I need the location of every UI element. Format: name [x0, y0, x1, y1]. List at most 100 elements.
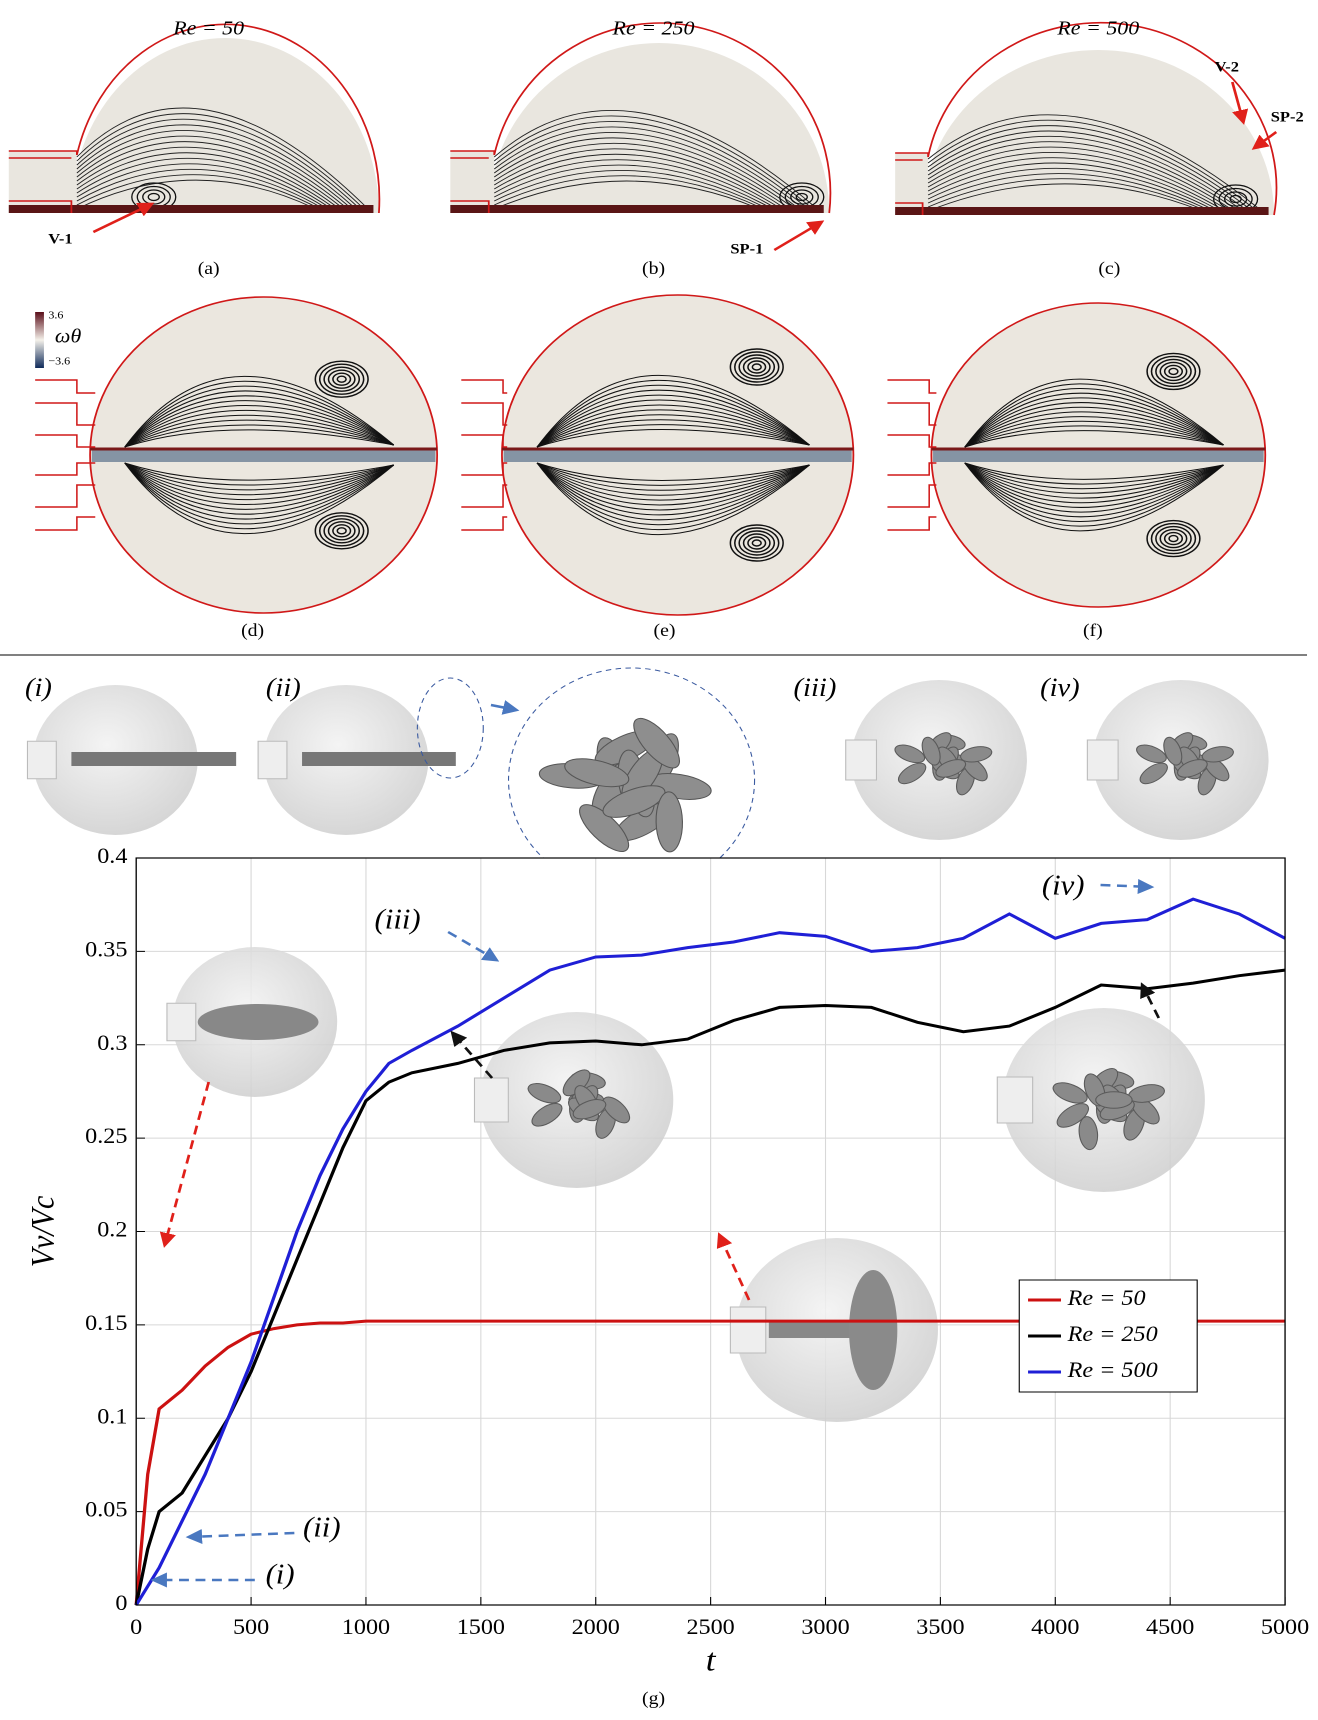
- streamline: [536, 404, 810, 448]
- streamline: [536, 462, 810, 531]
- vortex-structure: [1136, 744, 1167, 764]
- x-tick-label: 1000: [342, 1614, 390, 1639]
- vortex: [314, 512, 369, 550]
- streamline: [536, 399, 810, 448]
- streamline: [536, 424, 810, 448]
- streamline: [493, 131, 799, 209]
- streamline: [964, 462, 1224, 518]
- streamline: [124, 462, 394, 491]
- label: (iv): [1040, 673, 1080, 702]
- streamline: [124, 462, 395, 510]
- streamline: [76, 118, 360, 209]
- vortex: [747, 536, 767, 550]
- vortex-structure: [572, 1099, 607, 1120]
- y-tick-label: 0.3: [97, 1030, 127, 1055]
- vortex-structure: [849, 1270, 898, 1390]
- streamline: [964, 378, 1224, 448]
- streamline: [124, 400, 395, 448]
- inlet: [461, 516, 508, 531]
- vortex: [1155, 358, 1192, 385]
- nozzle: [996, 1076, 1034, 1124]
- streamline: [964, 462, 1224, 490]
- streamline: [927, 157, 1224, 211]
- streamline: [76, 141, 343, 209]
- arrow: [1251, 131, 1278, 150]
- vortex-structure: [579, 804, 630, 852]
- colorbar: [35, 312, 44, 368]
- arrow: [1100, 878, 1155, 894]
- streamline: [124, 390, 395, 448]
- vortex: [1159, 528, 1188, 549]
- streamline: [927, 141, 1238, 211]
- vortex: [336, 375, 347, 383]
- vortex-structure: [197, 1004, 319, 1040]
- legend-label: Re = 250: [1067, 1321, 1159, 1346]
- x-tick-label: 4500: [1146, 1614, 1194, 1639]
- inlet: [461, 462, 508, 476]
- arrow: [450, 1030, 494, 1079]
- streamline: [927, 119, 1257, 211]
- streamline: [927, 146, 1233, 211]
- streamline: [964, 392, 1224, 448]
- x-tick-label: 2500: [686, 1614, 734, 1639]
- streamline: [964, 462, 1224, 522]
- inlet: [461, 484, 508, 508]
- shear-layer: [8, 205, 374, 213]
- streamline: [964, 462, 1224, 499]
- inlet: [461, 402, 508, 426]
- streamline: [76, 113, 364, 209]
- streamline: [536, 462, 810, 521]
- streamline: [964, 430, 1224, 448]
- vortex: [738, 354, 776, 380]
- y-tick-label: 0.2: [97, 1217, 127, 1242]
- streamline: [76, 157, 331, 209]
- vortex: [1150, 355, 1197, 388]
- nozzle: [166, 1002, 197, 1042]
- vortex: [1223, 191, 1248, 207]
- streamline: [964, 402, 1224, 448]
- vortex: [327, 521, 356, 541]
- shear-layer: [933, 448, 1264, 462]
- vortex-structure: [1177, 759, 1208, 778]
- streamline: [536, 394, 810, 448]
- streamline: [494, 169, 767, 209]
- streamline: [927, 151, 1229, 211]
- streamline: [964, 462, 1224, 485]
- vortex: [738, 530, 776, 556]
- y-tick-label: 0.1: [97, 1403, 127, 1428]
- streamline: [493, 109, 817, 209]
- axes-box: [135, 857, 1286, 1606]
- vortex-structure: [1163, 736, 1183, 766]
- vortex: [734, 527, 780, 559]
- jet: [768, 1322, 857, 1338]
- streamline: [124, 395, 395, 448]
- vortex-structure: [531, 1102, 563, 1127]
- streamline: [536, 462, 810, 516]
- streamline: [493, 115, 812, 209]
- inlet: [887, 484, 937, 508]
- vortex: [323, 366, 361, 392]
- wall: [450, 200, 490, 213]
- vortex: [318, 363, 365, 395]
- label: SP-1: [730, 241, 763, 257]
- streamline: [493, 137, 794, 209]
- streamline: [493, 142, 790, 209]
- inlet: [887, 379, 937, 394]
- vortex: [790, 189, 814, 205]
- streamline: [494, 180, 758, 210]
- arrow: [773, 220, 825, 252]
- streamline: [124, 419, 394, 448]
- streamline: [536, 462, 810, 481]
- vortex-structure: [1139, 762, 1168, 785]
- streamline: [124, 462, 394, 496]
- label: (c): [1098, 259, 1120, 279]
- jet: [302, 752, 456, 766]
- x-tick-label: 500: [233, 1614, 269, 1639]
- vortex-structure: [564, 758, 630, 788]
- nozzle: [729, 1306, 767, 1354]
- x-axis-label: t: [706, 1643, 718, 1678]
- vortex: [729, 524, 784, 562]
- vortex: [1229, 194, 1242, 204]
- vortex: [795, 192, 808, 202]
- streamline: [536, 462, 810, 501]
